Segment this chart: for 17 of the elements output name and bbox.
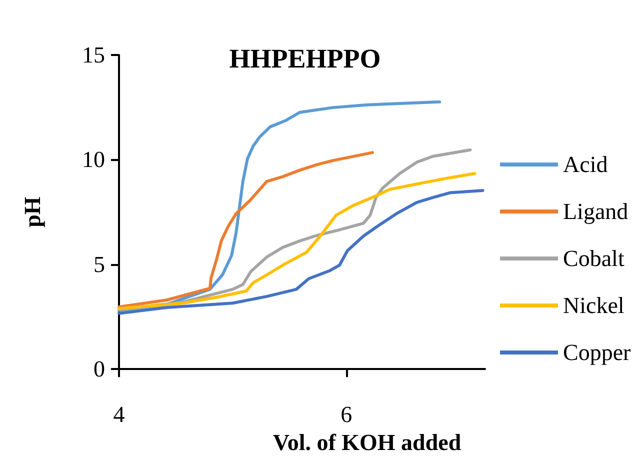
line-series	[118, 188, 484, 315]
x-tick-label: 6	[340, 402, 352, 428]
y-tick-label: 10	[82, 147, 105, 172]
legend-label: Copper	[563, 340, 632, 365]
y-tick-label: 15	[82, 42, 105, 68]
y-tick-label: 0	[94, 356, 105, 382]
x-axis-title: Vol. of KOH added	[272, 430, 462, 455]
legend-label: Ligand	[563, 199, 629, 224]
x-tick-label: 4	[113, 402, 126, 428]
legend-label: Acid	[563, 152, 608, 177]
y-tick-label: 5	[94, 252, 105, 277]
line-series	[118, 172, 476, 310]
y-axis-title: pH	[20, 196, 45, 228]
legend-label: Cobalt	[563, 246, 625, 271]
chart-title: HHPEHPPO	[229, 44, 381, 74]
legend-label: Nickel	[563, 293, 624, 318]
line-series	[118, 151, 374, 308]
